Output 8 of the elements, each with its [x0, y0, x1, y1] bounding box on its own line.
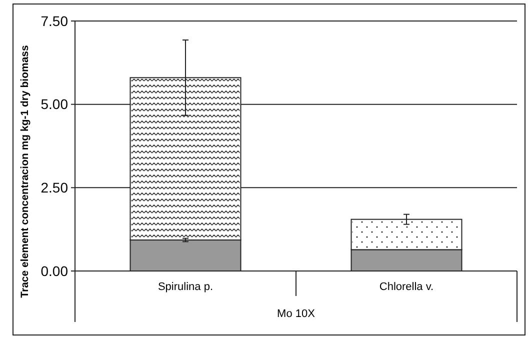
y-tick-label: 0.00 [40, 262, 68, 279]
x-tick-label: Chlorella v. [379, 281, 434, 293]
x-tick-label: Spirulina p. [158, 281, 214, 293]
y-tick-label: 7.50 [40, 12, 68, 29]
y-axis-title: Trace element concentracion mg kg-1 dry biomass [19, 45, 31, 298]
y-tick-label: 5.00 [40, 96, 68, 112]
x-axis-title: Mo 10X [277, 308, 316, 320]
y-tick-label: 2.50 [40, 180, 68, 196]
